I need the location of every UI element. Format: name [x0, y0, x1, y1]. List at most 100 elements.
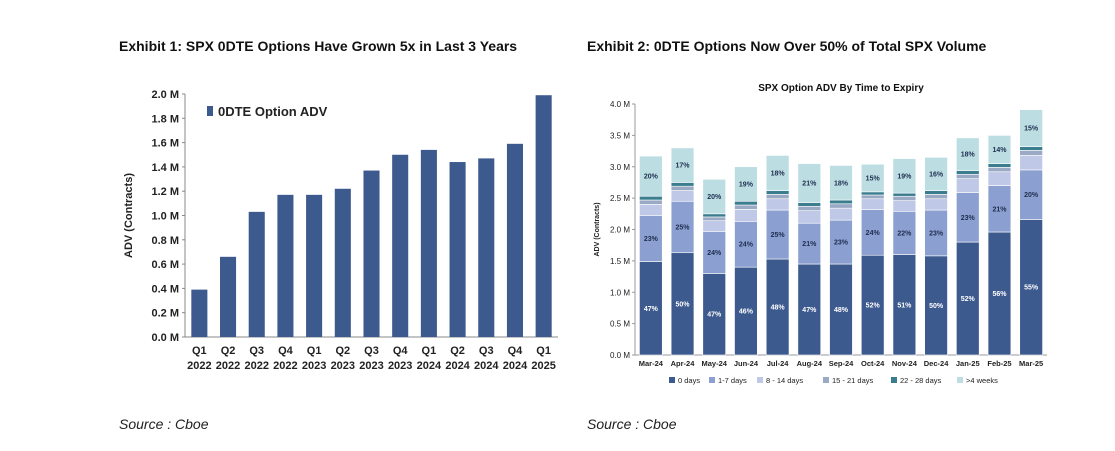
y-axis-title: ADV (Contracts): [123, 173, 135, 258]
x-tick-label: Jul-24: [767, 359, 790, 368]
segment-label: 23%: [834, 240, 849, 247]
x-tick-label-year: 2023: [331, 360, 355, 372]
y-tick-label: 1.6 M: [151, 138, 179, 150]
y-tick-label: 0.2 M: [151, 308, 179, 320]
x-tick-label-year: 2023: [359, 360, 383, 372]
bar: [506, 143, 523, 337]
stack-segment: [670, 185, 695, 191]
segment-label: 56%: [992, 291, 1007, 298]
y-tick-label: 2.5 M: [610, 194, 630, 203]
segment-label: 19%: [897, 173, 912, 180]
x-tick-label-year: 2024: [417, 360, 442, 372]
segment-label: 18%: [961, 152, 976, 159]
legend-swatch: [823, 377, 829, 383]
y-tick-label: 0.5 M: [610, 320, 630, 329]
bar: [535, 95, 552, 337]
legend-label: 22 - 28 days: [900, 376, 942, 385]
stack-segment: [924, 157, 948, 191]
stack-segment: [987, 167, 1012, 173]
stack-segment: [1019, 109, 1043, 147]
stack-segment: [734, 200, 758, 206]
x-tick-label: Oct-24: [861, 359, 885, 368]
legend-label: 0 days: [678, 376, 700, 385]
segment-label: 48%: [834, 307, 849, 314]
segment-label: 47%: [707, 312, 722, 319]
bar: [478, 158, 495, 337]
stack-segment: [639, 199, 663, 205]
stack-segment: [892, 158, 917, 194]
segment-label: 48%: [771, 304, 786, 311]
stack-segment: [860, 191, 885, 196]
x-tick-label-quarter: Q4: [393, 345, 409, 357]
x-tick-label-year: 2022: [273, 360, 297, 372]
segment-label: 24%: [739, 242, 754, 249]
legend-swatch: [957, 377, 963, 383]
segment-label: 50%: [929, 303, 944, 310]
stack-segment: [797, 205, 822, 211]
segment-label: 52%: [961, 296, 976, 303]
chart-0dte-adv: 0.0 M 0.2 M 0.4 M 0.6 M 0.8 M 1.0 M 1.2 M 1.4 M…: [123, 89, 558, 372]
stack-segment: [924, 190, 948, 195]
x-tick-label-year: 2024: [474, 360, 499, 372]
x-tick-label: Sep-24: [829, 359, 854, 368]
x-tick-label-quarter: Q1: [536, 345, 551, 357]
stack-segment: [956, 170, 980, 175]
segment-label: 18%: [834, 180, 849, 187]
stack-segment: [765, 198, 790, 211]
x-tick-label: Jun-24: [734, 359, 759, 368]
y-tick-label: 2.0 M: [151, 89, 179, 101]
stack-segment: [829, 203, 853, 209]
stack-segment: [892, 192, 917, 197]
stack-segment: [1019, 155, 1043, 171]
legend-label: >4 weeks: [966, 376, 998, 385]
segment-label: 25%: [771, 232, 786, 239]
segment-label: 24%: [707, 250, 722, 257]
x-tick-label: Mar-24: [639, 359, 664, 368]
y-tick-label: 0.0 M: [610, 351, 630, 360]
legend-label: 0DTE Option ADV: [218, 104, 328, 119]
segment-label: 17%: [676, 163, 691, 170]
x-tick-label: Mar-25: [1019, 359, 1043, 368]
stack-segment: [892, 195, 917, 201]
stack-segment: [956, 178, 980, 193]
bar: [334, 188, 351, 337]
segment-label: 23%: [644, 236, 659, 243]
bar: [277, 194, 294, 337]
stack-segment: [892, 200, 917, 212]
x-tick-label-quarter: Q2: [450, 345, 465, 357]
segment-label: 25%: [676, 224, 691, 231]
chart-title: SPX Option ADV By Time to Expiry: [758, 83, 924, 94]
bar: [392, 154, 409, 337]
stack-segment: [702, 179, 726, 215]
segment-label: 51%: [897, 302, 912, 309]
legend-swatch: [757, 377, 763, 383]
segment-label: 15%: [866, 176, 881, 183]
x-tick-label-quarter: Q3: [364, 345, 379, 357]
y-tick-label: 1.8 M: [151, 113, 179, 125]
legend-swatch: [669, 377, 675, 383]
stack-segment: [670, 182, 695, 187]
segment-label: 23%: [929, 230, 944, 237]
segment-label: 23%: [961, 215, 976, 222]
x-tick-label: Aug-24: [797, 359, 823, 368]
x-tick-label-year: 2022: [187, 360, 211, 372]
stack-segment: [987, 171, 1012, 186]
x-tick-label-year: 2022: [244, 360, 268, 372]
stack-segment: [987, 163, 1012, 168]
y-tick-label: 3.0 M: [610, 163, 630, 172]
x-tick-label: Jan-25: [956, 359, 980, 368]
stack-segment: [734, 166, 758, 202]
x-tick-label-year: 2024: [445, 360, 470, 372]
y-tick-label: 1.4 M: [151, 162, 179, 174]
bar: [191, 289, 208, 337]
stack-segment: [639, 195, 663, 201]
segment-label: 18%: [771, 171, 786, 178]
segment-label: 15%: [1024, 126, 1039, 133]
bar: [248, 211, 265, 337]
exhibit2-source: Source : Cboe: [587, 416, 677, 432]
y-tick-label: 1.0 M: [151, 211, 179, 223]
x-tick-label-quarter: Q1: [422, 345, 437, 357]
x-tick-label-quarter: Q1: [307, 345, 322, 357]
stack-segment: [956, 173, 980, 179]
stack-segment: [702, 220, 726, 232]
